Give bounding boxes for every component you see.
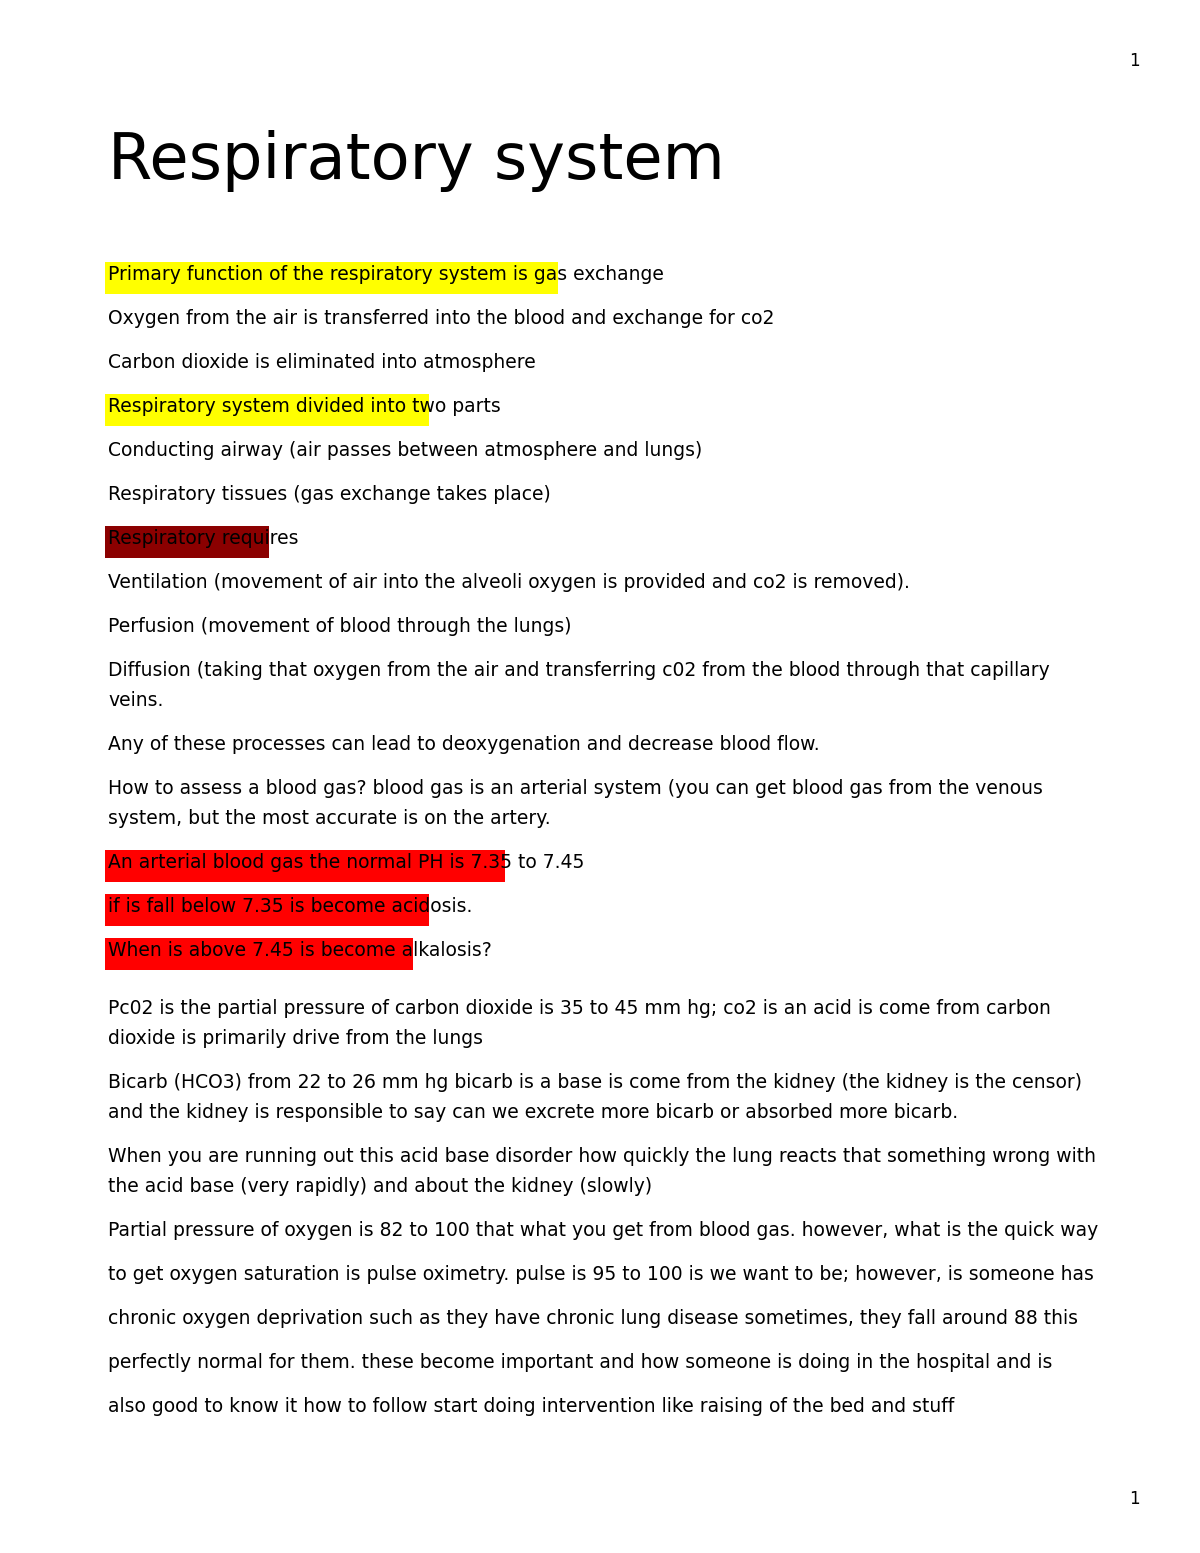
Text: 1: 1 bbox=[1129, 51, 1140, 70]
Text: if is fall below 7.35 is become acidosis.: if is fall below 7.35 is become acidosis… bbox=[108, 898, 473, 916]
Text: the acid base (very rapidly) and about the kidney (slowly): the acid base (very rapidly) and about t… bbox=[108, 1177, 652, 1196]
Text: to get oxygen saturation is pulse oximetry. pulse is 95 to 100 is we want to be;: to get oxygen saturation is pulse oximet… bbox=[108, 1266, 1094, 1284]
Text: Diffusion (taking that oxygen from the air and transferring c02 from the blood t: Diffusion (taking that oxygen from the a… bbox=[108, 662, 1050, 680]
Bar bbox=[106, 849, 504, 882]
Text: Pc02 is the partial pressure of carbon dioxide is 35 to 45 mm hg; co2 is an acid: Pc02 is the partial pressure of carbon d… bbox=[108, 999, 1051, 1019]
Text: chronic oxygen deprivation such as they have chronic lung disease sometimes, the: chronic oxygen deprivation such as they … bbox=[108, 1309, 1078, 1328]
Text: Respiratory system: Respiratory system bbox=[108, 130, 725, 193]
Text: Carbon dioxide is eliminated into atmosphere: Carbon dioxide is eliminated into atmosp… bbox=[108, 353, 535, 373]
Bar bbox=[106, 262, 558, 294]
Bar bbox=[106, 938, 413, 969]
Bar bbox=[106, 394, 428, 426]
Text: perfectly normal for them. these become important and how someone is doing in th: perfectly normal for them. these become … bbox=[108, 1353, 1052, 1371]
Text: Bicarb (HCO3) from 22 to 26 mm hg bicarb is a base is come from the kidney (the : Bicarb (HCO3) from 22 to 26 mm hg bicarb… bbox=[108, 1073, 1082, 1092]
Text: Primary function of the respiratory system is gas exchange: Primary function of the respiratory syst… bbox=[108, 266, 664, 284]
Text: Respiratory system divided into two parts: Respiratory system divided into two part… bbox=[108, 398, 500, 416]
Text: When is above 7.45 is become alkalosis?: When is above 7.45 is become alkalosis? bbox=[108, 941, 492, 960]
Text: Oxygen from the air is transferred into the blood and exchange for co2: Oxygen from the air is transferred into … bbox=[108, 309, 774, 328]
Text: When you are running out this acid base disorder how quickly the lung reacts tha: When you are running out this acid base … bbox=[108, 1148, 1096, 1166]
Text: veins.: veins. bbox=[108, 691, 163, 710]
Text: Partial pressure of oxygen is 82 to 100 that what you get from blood gas. howeve: Partial pressure of oxygen is 82 to 100 … bbox=[108, 1221, 1098, 1239]
Text: 1: 1 bbox=[1129, 1489, 1140, 1508]
Bar bbox=[106, 526, 269, 558]
Text: dioxide is primarily drive from the lungs: dioxide is primarily drive from the lung… bbox=[108, 1030, 482, 1048]
Text: Ventilation (movement of air into the alveoli oxygen is provided and co2 is remo: Ventilation (movement of air into the al… bbox=[108, 573, 910, 592]
Text: and the kidney is responsible to say can we excrete more bicarb or absorbed more: and the kidney is responsible to say can… bbox=[108, 1103, 958, 1121]
Text: Respiratory tissues (gas exchange takes place): Respiratory tissues (gas exchange takes … bbox=[108, 485, 551, 505]
Text: Perfusion (movement of blood through the lungs): Perfusion (movement of blood through the… bbox=[108, 617, 571, 637]
Text: Conducting airway (air passes between atmosphere and lungs): Conducting airway (air passes between at… bbox=[108, 441, 702, 460]
Text: An arterial blood gas the normal PH is 7.35 to 7.45: An arterial blood gas the normal PH is 7… bbox=[108, 853, 584, 871]
Bar bbox=[106, 895, 428, 926]
Text: How to assess a blood gas? blood gas is an arterial system (you can get blood ga: How to assess a blood gas? blood gas is … bbox=[108, 780, 1043, 798]
Text: Respiratory requires: Respiratory requires bbox=[108, 530, 299, 548]
Text: system, but the most accurate is on the artery.: system, but the most accurate is on the … bbox=[108, 809, 551, 828]
Text: Any of these processes can lead to deoxygenation and decrease blood flow.: Any of these processes can lead to deoxy… bbox=[108, 735, 820, 755]
Text: also good to know it how to follow start doing intervention like raising of the : also good to know it how to follow start… bbox=[108, 1398, 954, 1416]
